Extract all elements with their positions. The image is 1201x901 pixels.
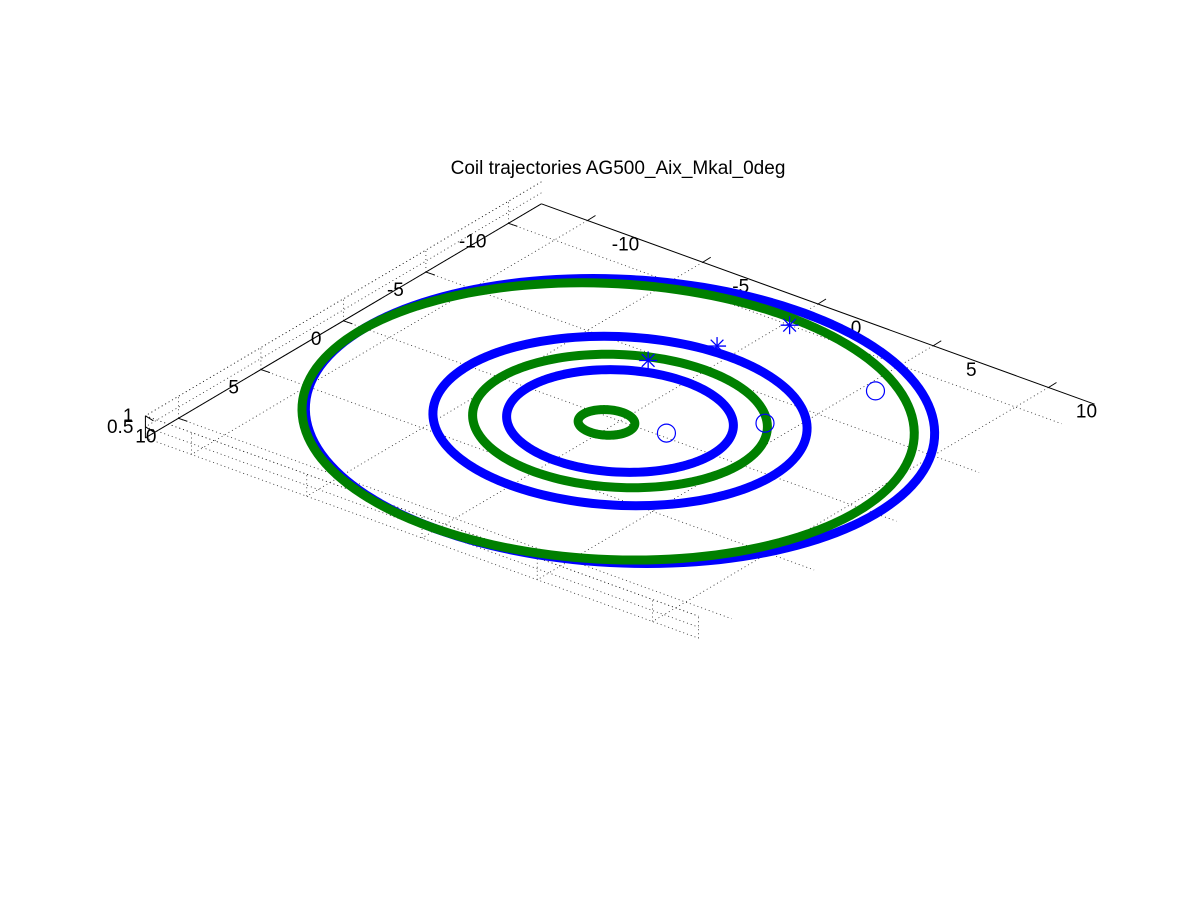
grid-line-wall-z: [145, 192, 542, 428]
grid-line-x: [537, 345, 934, 581]
grid-line-x: [652, 387, 1049, 622]
trajectory-ring: [428, 331, 812, 511]
x-tick-label: -10: [612, 235, 639, 256]
star-marker: [639, 351, 658, 370]
circle-marker: [656, 423, 677, 443]
star-marker-stroke: [782, 318, 797, 332]
chart-title: Coil trajectories AG500_Aix_Mkal_0deg: [451, 158, 786, 179]
x-tick: [1048, 382, 1057, 388]
z-tick: [145, 426, 154, 433]
star-marker-stroke: [710, 339, 724, 353]
box-edge: [145, 181, 542, 417]
y-tick-label: -10: [459, 231, 486, 252]
x-tick-label: 5: [966, 360, 977, 381]
y-tick: [425, 271, 436, 276]
x-tick: [817, 298, 827, 305]
star-marker: [780, 316, 799, 335]
x-tick: [587, 215, 596, 221]
y-tick: [508, 222, 518, 227]
plot-data: [297, 274, 940, 568]
y-tick-label: 5: [228, 378, 239, 399]
circle-marker: [755, 413, 775, 433]
y-tick: [178, 417, 188, 422]
x-tick: [932, 340, 942, 347]
grid-line-x: [421, 303, 819, 539]
grid-line-x: [306, 261, 703, 497]
grid-line-x: [191, 220, 588, 455]
trajectory-ring: [468, 349, 772, 493]
x-tick-label: 0: [851, 318, 862, 339]
trajectory-ring: [573, 405, 640, 440]
trajectory-ring: [502, 365, 738, 477]
z-tick: [145, 415, 154, 422]
trajectory-ring: [297, 278, 919, 565]
y-tick-label: 0: [311, 329, 322, 350]
x-tick-label: 10: [1076, 402, 1097, 423]
y-tick: [343, 320, 353, 325]
star-marker-stroke: [641, 353, 655, 368]
x-tick: [702, 256, 712, 263]
z-tick-label: 0.5: [107, 417, 133, 438]
y-tick-label: 10: [135, 426, 156, 447]
y-tick: [260, 369, 271, 374]
star-marker: [708, 337, 727, 356]
z-tick-label: 1: [123, 406, 134, 427]
circle-marker: [865, 381, 886, 401]
y-tick-label: -5: [387, 280, 404, 301]
